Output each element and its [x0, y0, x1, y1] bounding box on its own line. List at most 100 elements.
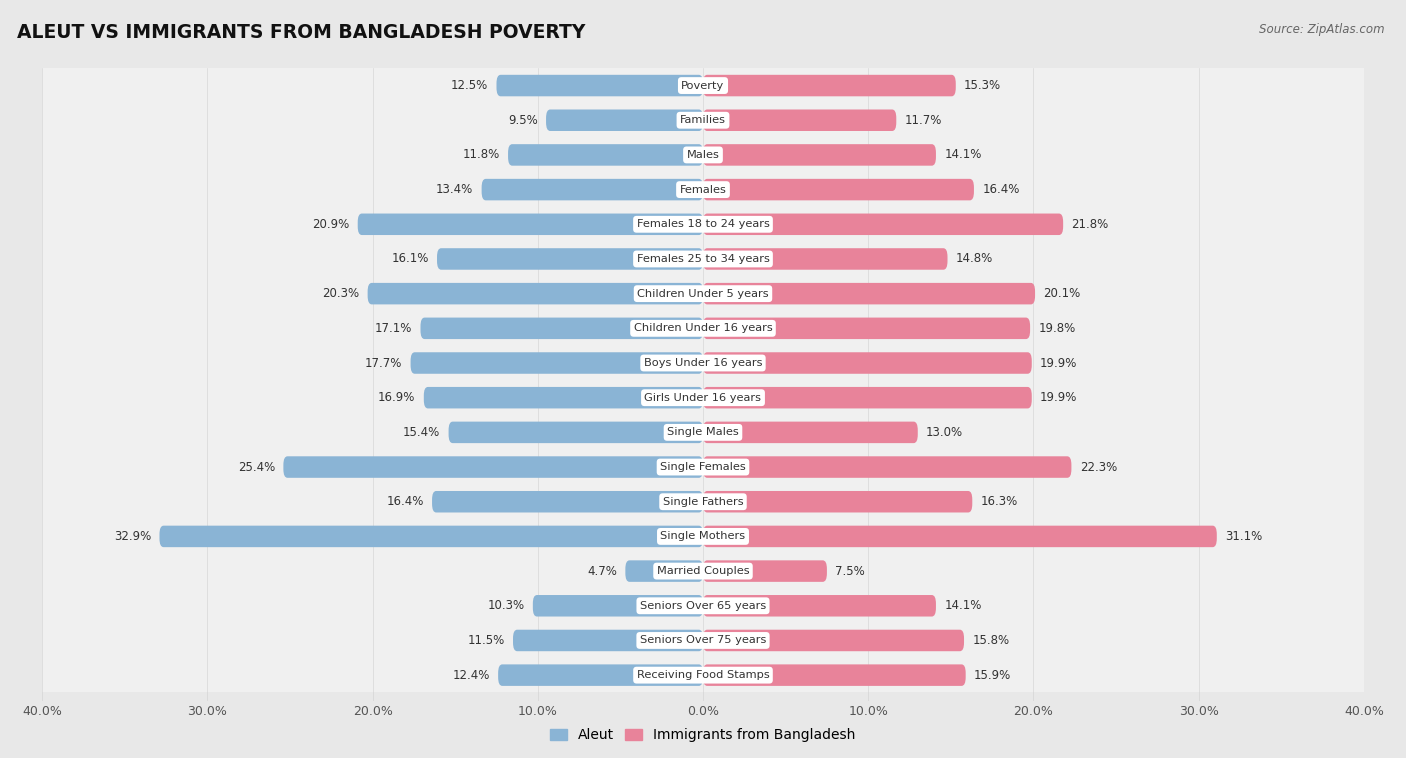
Text: 15.3%: 15.3% [965, 79, 1001, 92]
Bar [10, 519, 1396, 554]
FancyBboxPatch shape [423, 387, 703, 409]
Text: ALEUT VS IMMIGRANTS FROM BANGLADESH POVERTY: ALEUT VS IMMIGRANTS FROM BANGLADESH POVE… [17, 23, 585, 42]
FancyBboxPatch shape [703, 421, 918, 443]
Text: 11.5%: 11.5% [468, 634, 505, 647]
FancyBboxPatch shape [703, 144, 936, 166]
Text: 16.4%: 16.4% [983, 183, 1019, 196]
Text: 11.8%: 11.8% [463, 149, 499, 161]
FancyBboxPatch shape [703, 179, 974, 200]
FancyBboxPatch shape [449, 421, 703, 443]
FancyBboxPatch shape [703, 665, 966, 686]
Text: Seniors Over 65 years: Seniors Over 65 years [640, 601, 766, 611]
Text: Single Females: Single Females [661, 462, 745, 472]
Text: Females 18 to 24 years: Females 18 to 24 years [637, 219, 769, 229]
Text: 16.1%: 16.1% [391, 252, 429, 265]
Text: 13.4%: 13.4% [436, 183, 474, 196]
Bar [10, 311, 1396, 346]
Text: 16.4%: 16.4% [387, 495, 423, 508]
Bar [10, 68, 1396, 103]
Text: 25.4%: 25.4% [238, 461, 276, 474]
FancyBboxPatch shape [159, 525, 703, 547]
Text: Seniors Over 75 years: Seniors Over 75 years [640, 635, 766, 646]
Text: 31.1%: 31.1% [1225, 530, 1263, 543]
Bar [10, 484, 1396, 519]
Text: 16.3%: 16.3% [980, 495, 1018, 508]
Bar [10, 449, 1396, 484]
Text: 21.8%: 21.8% [1071, 218, 1109, 230]
FancyBboxPatch shape [284, 456, 703, 478]
FancyBboxPatch shape [626, 560, 703, 582]
Text: 11.7%: 11.7% [904, 114, 942, 127]
Text: 4.7%: 4.7% [588, 565, 617, 578]
FancyBboxPatch shape [546, 109, 703, 131]
Text: 17.7%: 17.7% [366, 356, 402, 369]
FancyBboxPatch shape [411, 352, 703, 374]
FancyBboxPatch shape [703, 630, 965, 651]
FancyBboxPatch shape [498, 665, 703, 686]
Bar [10, 588, 1396, 623]
Text: 19.8%: 19.8% [1039, 322, 1076, 335]
FancyBboxPatch shape [703, 109, 896, 131]
Text: 14.8%: 14.8% [956, 252, 993, 265]
Text: Males: Males [686, 150, 720, 160]
Text: Females: Females [679, 185, 727, 195]
FancyBboxPatch shape [357, 214, 703, 235]
FancyBboxPatch shape [533, 595, 703, 616]
Bar [10, 207, 1396, 242]
Bar [10, 415, 1396, 449]
Bar [10, 277, 1396, 311]
Text: 15.8%: 15.8% [973, 634, 1010, 647]
Text: Females 25 to 34 years: Females 25 to 34 years [637, 254, 769, 264]
FancyBboxPatch shape [437, 248, 703, 270]
Legend: Aleut, Immigrants from Bangladesh: Aleut, Immigrants from Bangladesh [546, 723, 860, 748]
Text: Poverty: Poverty [682, 80, 724, 90]
Text: Source: ZipAtlas.com: Source: ZipAtlas.com [1260, 23, 1385, 36]
Text: Receiving Food Stamps: Receiving Food Stamps [637, 670, 769, 680]
Text: 9.5%: 9.5% [508, 114, 537, 127]
Text: Children Under 5 years: Children Under 5 years [637, 289, 769, 299]
FancyBboxPatch shape [513, 630, 703, 651]
FancyBboxPatch shape [703, 318, 1031, 339]
FancyBboxPatch shape [367, 283, 703, 305]
FancyBboxPatch shape [432, 491, 703, 512]
Text: 16.9%: 16.9% [378, 391, 416, 404]
FancyBboxPatch shape [703, 387, 1032, 409]
Text: Single Mothers: Single Mothers [661, 531, 745, 541]
Bar [10, 138, 1396, 172]
Text: 13.0%: 13.0% [927, 426, 963, 439]
Text: 10.3%: 10.3% [488, 600, 524, 612]
Text: 19.9%: 19.9% [1040, 391, 1077, 404]
FancyBboxPatch shape [703, 248, 948, 270]
Bar [10, 103, 1396, 138]
Text: 20.9%: 20.9% [312, 218, 350, 230]
FancyBboxPatch shape [703, 456, 1071, 478]
Bar [10, 623, 1396, 658]
Text: 12.4%: 12.4% [453, 669, 489, 681]
Text: 20.3%: 20.3% [322, 287, 360, 300]
Text: 17.1%: 17.1% [375, 322, 412, 335]
Text: 14.1%: 14.1% [945, 149, 981, 161]
Text: Families: Families [681, 115, 725, 125]
Text: Girls Under 16 years: Girls Under 16 years [644, 393, 762, 402]
FancyBboxPatch shape [420, 318, 703, 339]
FancyBboxPatch shape [703, 491, 973, 512]
FancyBboxPatch shape [703, 560, 827, 582]
Text: 15.9%: 15.9% [974, 669, 1011, 681]
Text: 12.5%: 12.5% [451, 79, 488, 92]
Text: Boys Under 16 years: Boys Under 16 years [644, 358, 762, 368]
Text: 32.9%: 32.9% [114, 530, 152, 543]
Text: Single Males: Single Males [666, 428, 740, 437]
FancyBboxPatch shape [703, 283, 1035, 305]
FancyBboxPatch shape [508, 144, 703, 166]
Text: Married Couples: Married Couples [657, 566, 749, 576]
Bar [10, 381, 1396, 415]
Text: 7.5%: 7.5% [835, 565, 865, 578]
FancyBboxPatch shape [482, 179, 703, 200]
Bar [10, 658, 1396, 693]
Bar [10, 242, 1396, 277]
Text: 20.1%: 20.1% [1043, 287, 1081, 300]
Text: 22.3%: 22.3% [1080, 461, 1116, 474]
FancyBboxPatch shape [703, 352, 1032, 374]
Text: Children Under 16 years: Children Under 16 years [634, 324, 772, 334]
Bar [10, 554, 1396, 588]
